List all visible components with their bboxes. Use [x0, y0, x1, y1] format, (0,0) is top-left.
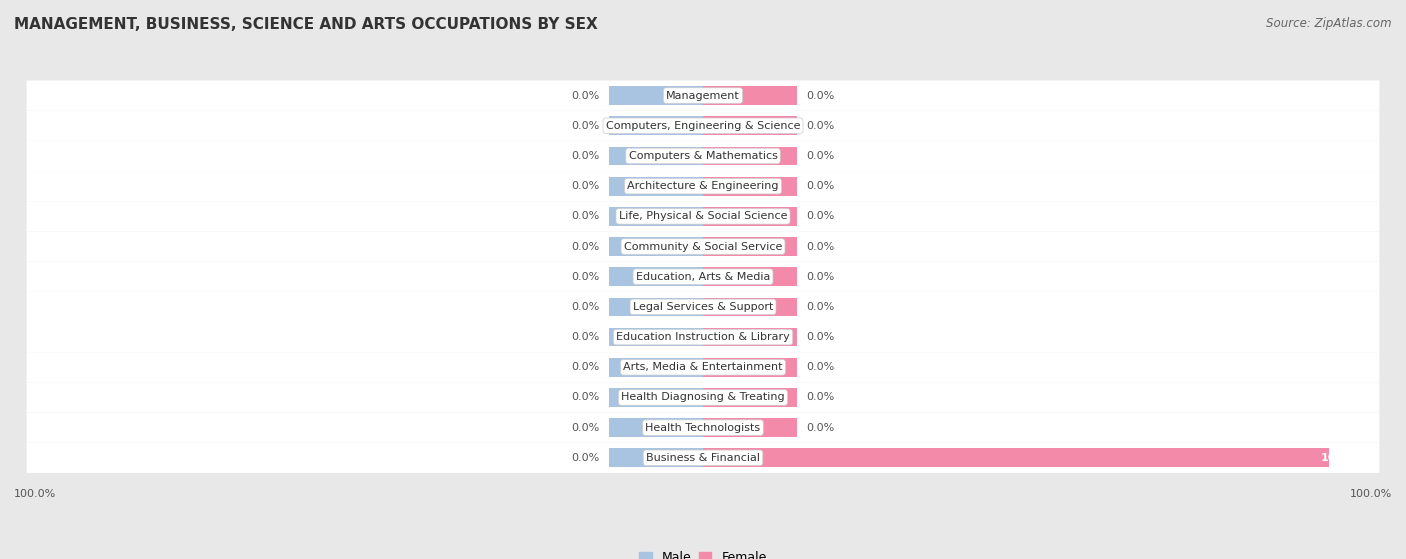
FancyBboxPatch shape: [27, 171, 1379, 201]
Text: 0.0%: 0.0%: [571, 362, 599, 372]
Bar: [609, 177, 703, 196]
Text: Management: Management: [666, 91, 740, 101]
Text: 0.0%: 0.0%: [571, 453, 599, 463]
Text: Legal Services & Support: Legal Services & Support: [633, 302, 773, 312]
FancyBboxPatch shape: [27, 111, 1379, 141]
FancyBboxPatch shape: [27, 443, 1379, 473]
Text: Architecture & Engineering: Architecture & Engineering: [627, 181, 779, 191]
FancyBboxPatch shape: [27, 292, 1379, 322]
Text: 0.0%: 0.0%: [807, 332, 835, 342]
Text: MANAGEMENT, BUSINESS, SCIENCE AND ARTS OCCUPATIONS BY SEX: MANAGEMENT, BUSINESS, SCIENCE AND ARTS O…: [14, 17, 598, 32]
Text: 0.0%: 0.0%: [571, 121, 599, 131]
Bar: [609, 146, 703, 165]
Text: 0.0%: 0.0%: [571, 241, 599, 252]
Text: 0.0%: 0.0%: [807, 392, 835, 402]
Bar: [703, 328, 797, 347]
Text: 0.0%: 0.0%: [807, 362, 835, 372]
Bar: [609, 86, 703, 105]
Bar: [703, 146, 797, 165]
FancyBboxPatch shape: [27, 231, 1379, 262]
FancyBboxPatch shape: [27, 382, 1379, 413]
Bar: [703, 267, 797, 286]
Text: 0.0%: 0.0%: [807, 211, 835, 221]
FancyBboxPatch shape: [27, 80, 1379, 111]
Bar: [609, 418, 703, 437]
Text: Health Diagnosing & Treating: Health Diagnosing & Treating: [621, 392, 785, 402]
Text: Life, Physical & Social Science: Life, Physical & Social Science: [619, 211, 787, 221]
Bar: [703, 358, 797, 377]
Text: Computers & Mathematics: Computers & Mathematics: [628, 151, 778, 161]
Text: 0.0%: 0.0%: [571, 211, 599, 221]
Text: 0.0%: 0.0%: [807, 272, 835, 282]
Bar: [703, 297, 797, 316]
Text: 0.0%: 0.0%: [571, 91, 599, 101]
Bar: [609, 358, 703, 377]
Text: Computers, Engineering & Science: Computers, Engineering & Science: [606, 121, 800, 131]
Text: 100.0%: 100.0%: [1350, 489, 1392, 499]
Text: Business & Financial: Business & Financial: [645, 453, 761, 463]
Text: 0.0%: 0.0%: [807, 121, 835, 131]
Bar: [609, 328, 703, 347]
Text: 0.0%: 0.0%: [807, 241, 835, 252]
Text: 0.0%: 0.0%: [807, 151, 835, 161]
FancyBboxPatch shape: [27, 141, 1379, 171]
Legend: Male, Female: Male, Female: [634, 546, 772, 559]
Text: 0.0%: 0.0%: [571, 272, 599, 282]
FancyBboxPatch shape: [27, 322, 1379, 352]
Text: 0.0%: 0.0%: [571, 151, 599, 161]
Bar: [609, 297, 703, 316]
Bar: [703, 177, 797, 196]
Bar: [703, 388, 797, 407]
Bar: [609, 116, 703, 135]
Text: 0.0%: 0.0%: [571, 423, 599, 433]
FancyBboxPatch shape: [27, 262, 1379, 292]
Text: 0.0%: 0.0%: [571, 302, 599, 312]
Text: Community & Social Service: Community & Social Service: [624, 241, 782, 252]
Bar: [609, 207, 703, 226]
Text: Source: ZipAtlas.com: Source: ZipAtlas.com: [1267, 17, 1392, 30]
Bar: [609, 448, 703, 467]
Text: 0.0%: 0.0%: [571, 392, 599, 402]
Text: Education Instruction & Library: Education Instruction & Library: [616, 332, 790, 342]
Text: Education, Arts & Media: Education, Arts & Media: [636, 272, 770, 282]
Text: 100.0%: 100.0%: [14, 489, 56, 499]
Bar: [609, 237, 703, 256]
FancyBboxPatch shape: [27, 413, 1379, 443]
Bar: [703, 448, 1329, 467]
Text: Arts, Media & Entertainment: Arts, Media & Entertainment: [623, 362, 783, 372]
FancyBboxPatch shape: [27, 352, 1379, 382]
Text: 0.0%: 0.0%: [807, 91, 835, 101]
Text: 0.0%: 0.0%: [807, 181, 835, 191]
Text: 0.0%: 0.0%: [807, 423, 835, 433]
Text: 0.0%: 0.0%: [571, 332, 599, 342]
Bar: [703, 116, 797, 135]
Text: 0.0%: 0.0%: [571, 181, 599, 191]
Text: 0.0%: 0.0%: [807, 302, 835, 312]
Bar: [703, 207, 797, 226]
Text: Health Technologists: Health Technologists: [645, 423, 761, 433]
FancyBboxPatch shape: [27, 201, 1379, 231]
Bar: [703, 86, 797, 105]
Text: 100.0%: 100.0%: [1320, 453, 1367, 463]
Bar: [703, 237, 797, 256]
Bar: [703, 418, 797, 437]
Bar: [609, 388, 703, 407]
Bar: [609, 267, 703, 286]
